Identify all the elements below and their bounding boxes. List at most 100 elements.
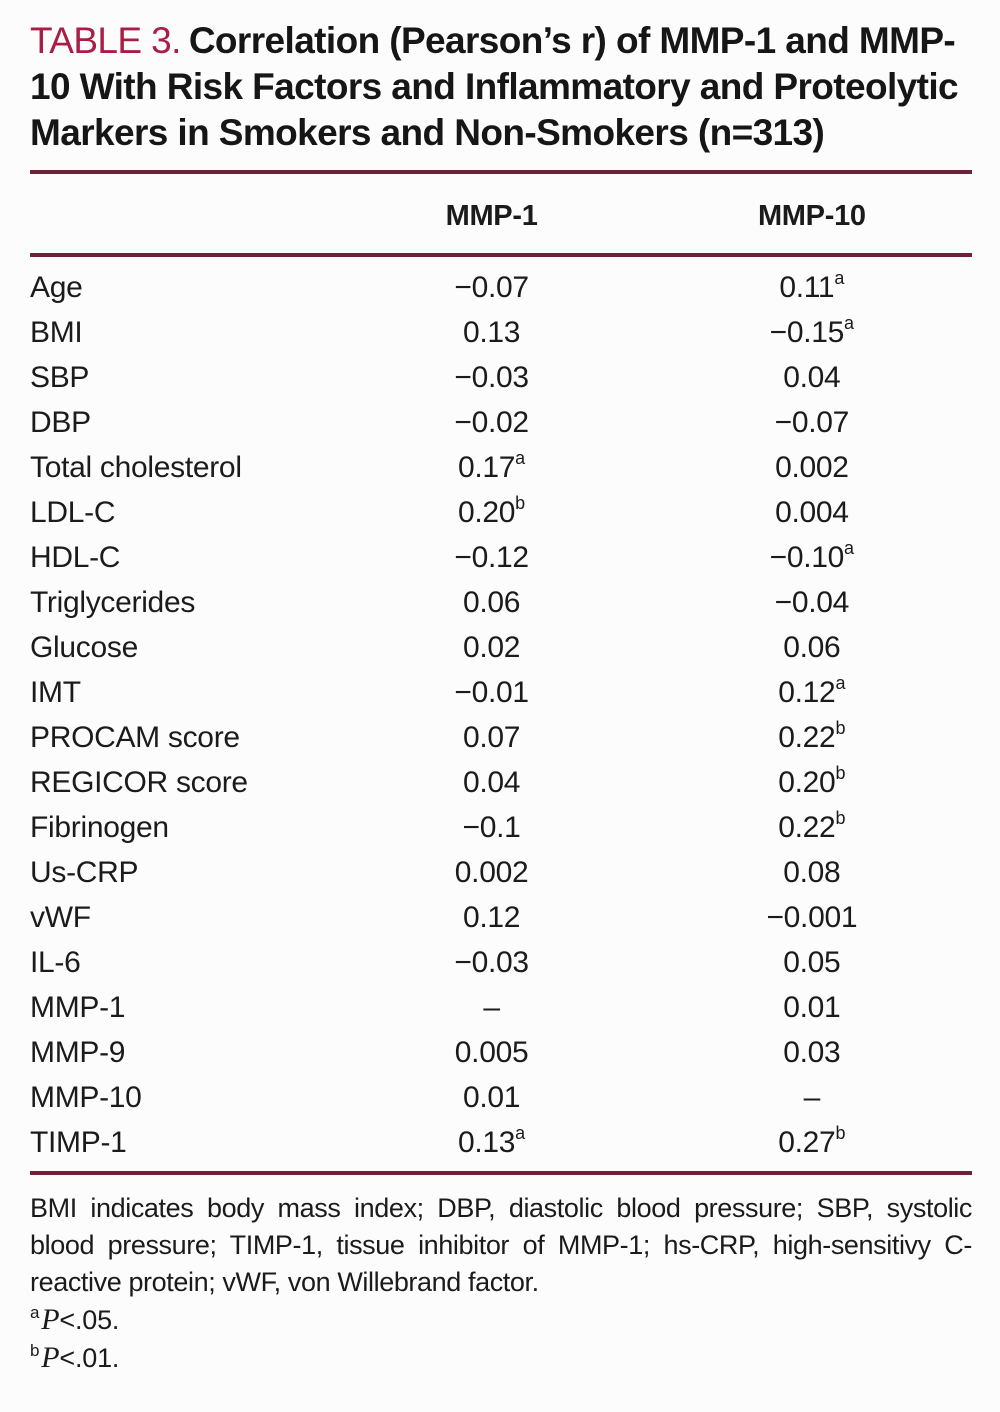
mmp10-value: 0.22 xyxy=(778,720,836,754)
table-row: MMP-10 0.01 – xyxy=(30,1075,972,1120)
mmp10-value: 0.03 xyxy=(783,1035,841,1069)
mmp1-value: −0.07 xyxy=(454,270,529,304)
mmp1-value: 0.06 xyxy=(462,585,521,619)
mmp1-cell: −0.03 xyxy=(331,355,651,400)
mmp1-cell: 0.17a xyxy=(331,445,651,490)
table-row: BMI 0.13 −0.15a xyxy=(30,310,972,355)
table-row: HDL-C −0.12 −0.10a xyxy=(30,535,972,580)
mmp10-cell: 0.12a xyxy=(652,670,972,715)
mmp10-value: 0.004 xyxy=(775,495,849,529)
row-label: MMP-10 xyxy=(30,1080,142,1114)
mmp1-value: 0.005 xyxy=(454,1035,529,1069)
mmp1-cell: 0.04 xyxy=(331,760,651,805)
mmp10-cell: 0.002 xyxy=(652,445,972,490)
row-label: DBP xyxy=(30,405,91,439)
mmp10-cell: 0.06 xyxy=(652,625,972,670)
mmp10-value: 0.27 xyxy=(778,1125,836,1159)
table-row: LDL-C 0.20b 0.004 xyxy=(30,490,972,535)
table-row: REGICOR score 0.04 0.20b xyxy=(30,760,972,805)
mmp1-value: −0.02 xyxy=(454,405,529,439)
header-empty-cell xyxy=(30,172,332,257)
mmp10-sup: a xyxy=(834,267,845,288)
mmp10-cell: 0.22b xyxy=(652,805,972,850)
mmp10-value: – xyxy=(803,1080,821,1114)
mmp10-value: 0.01 xyxy=(783,990,841,1024)
row-label: Triglycerides xyxy=(30,585,196,619)
table-row: Fibrinogen −0.1 0.22b xyxy=(30,805,972,850)
mmp1-cell: 0.12 xyxy=(331,895,651,940)
mmp1-cell: −0.01 xyxy=(331,670,651,715)
mmp1-value: 0.20 xyxy=(457,495,516,529)
header-mmp10: MMP-10 xyxy=(651,172,972,257)
mmp1-sup: b xyxy=(515,492,526,513)
table-row: Glucose 0.02 0.06 xyxy=(30,625,972,670)
mmp1-cell: 0.20b xyxy=(331,490,651,535)
mmp10-sup: a xyxy=(844,312,855,333)
table-row: vWF 0.12 −0.001 xyxy=(30,895,972,940)
mmp10-cell: −0.10a xyxy=(652,535,972,580)
table-row: SBP −0.03 0.04 xyxy=(30,355,972,400)
mmp10-sup: b xyxy=(835,717,846,738)
row-label: SBP xyxy=(30,360,90,394)
mmp1-value: −0.12 xyxy=(454,540,529,574)
mmp10-cell: 0.11a xyxy=(652,255,972,310)
mmp1-value: −0.1 xyxy=(462,810,521,844)
mmp10-cell: 0.05 xyxy=(652,940,972,985)
mmp10-value: 0.06 xyxy=(783,630,841,664)
mmp10-value: −0.001 xyxy=(766,900,858,934)
mmp10-sup: a xyxy=(835,672,846,693)
mmp10-cell: −0.15a xyxy=(652,310,972,355)
row-label: LDL-C xyxy=(30,495,116,529)
mmp1-sup: a xyxy=(515,1122,526,1143)
mmp10-value: 0.20 xyxy=(778,765,836,799)
mmp1-value: 0.002 xyxy=(454,855,529,889)
mmp10-cell: 0.03 xyxy=(652,1030,972,1075)
mmp1-cell: 0.07 xyxy=(331,715,651,760)
row-label: IMT xyxy=(30,675,81,709)
mmp10-cell: −0.04 xyxy=(652,580,972,625)
row-label: BMI xyxy=(30,315,83,349)
table-caption: Correlation (Pearson’s r) of MMP-1 and M… xyxy=(30,20,959,153)
footnote-b-p: P xyxy=(41,1341,60,1374)
mmp10-value: 0.11 xyxy=(779,270,835,304)
footnote-b-marker: b xyxy=(30,1341,40,1360)
row-label: REGICOR score xyxy=(30,765,248,799)
mmp1-sup: a xyxy=(515,447,526,468)
mmp1-value: −0.03 xyxy=(454,360,529,394)
mmp10-sup: b xyxy=(835,762,846,783)
mmp1-value: 0.12 xyxy=(462,900,521,934)
row-label: Glucose xyxy=(30,630,138,664)
mmp10-cell: 0.20b xyxy=(652,760,972,805)
table-row: Age −0.07 0.11a xyxy=(30,255,972,310)
mmp10-value: 0.12 xyxy=(778,675,836,709)
mmp10-cell: −0.07 xyxy=(652,400,972,445)
table-number-label: TABLE 3. xyxy=(30,20,181,61)
mmp1-cell: 0.002 xyxy=(331,850,651,895)
mmp10-value: −0.15 xyxy=(769,315,845,349)
table-row: MMP-1 – 0.01 xyxy=(30,985,972,1030)
row-label: Us-CRP xyxy=(30,855,139,889)
row-label: vWF xyxy=(30,900,91,934)
table-footnotes: BMI indicates body mass index; DBP, dias… xyxy=(30,1190,972,1377)
table-row: PROCAM score 0.07 0.22b xyxy=(30,715,972,760)
table-row: IL-6 −0.03 0.05 xyxy=(30,940,972,985)
table-row: Total cholesterol 0.17a 0.002 xyxy=(30,445,972,490)
mmp10-cell: 0.08 xyxy=(652,850,972,895)
correlation-table: MMP-1 MMP-10 Age −0.07 0.11a BMI 0.13 −0… xyxy=(30,170,972,1175)
mmp1-cell: −0.12 xyxy=(331,535,651,580)
mmp10-sup: a xyxy=(844,537,855,558)
mmp10-sup: b xyxy=(835,807,846,828)
abbreviation-note: BMI indicates body mass index; DBP, dias… xyxy=(30,1193,972,1297)
mmp1-cell: 0.13 xyxy=(331,310,651,355)
mmp10-cell: 0.27b xyxy=(652,1120,972,1173)
mmp1-cell: 0.02 xyxy=(331,625,651,670)
footnote-a-text: <.05. xyxy=(59,1305,120,1335)
row-label: MMP-9 xyxy=(30,1035,126,1069)
mmp10-cell: 0.01 xyxy=(652,985,972,1030)
mmp1-value: 0.13 xyxy=(462,315,521,349)
footnote-b: bP<.01. xyxy=(30,1339,972,1377)
table-header: MMP-1 MMP-10 xyxy=(30,172,972,257)
mmp1-cell: −0.02 xyxy=(331,400,651,445)
table-row: Us-CRP 0.002 0.08 xyxy=(30,850,972,895)
